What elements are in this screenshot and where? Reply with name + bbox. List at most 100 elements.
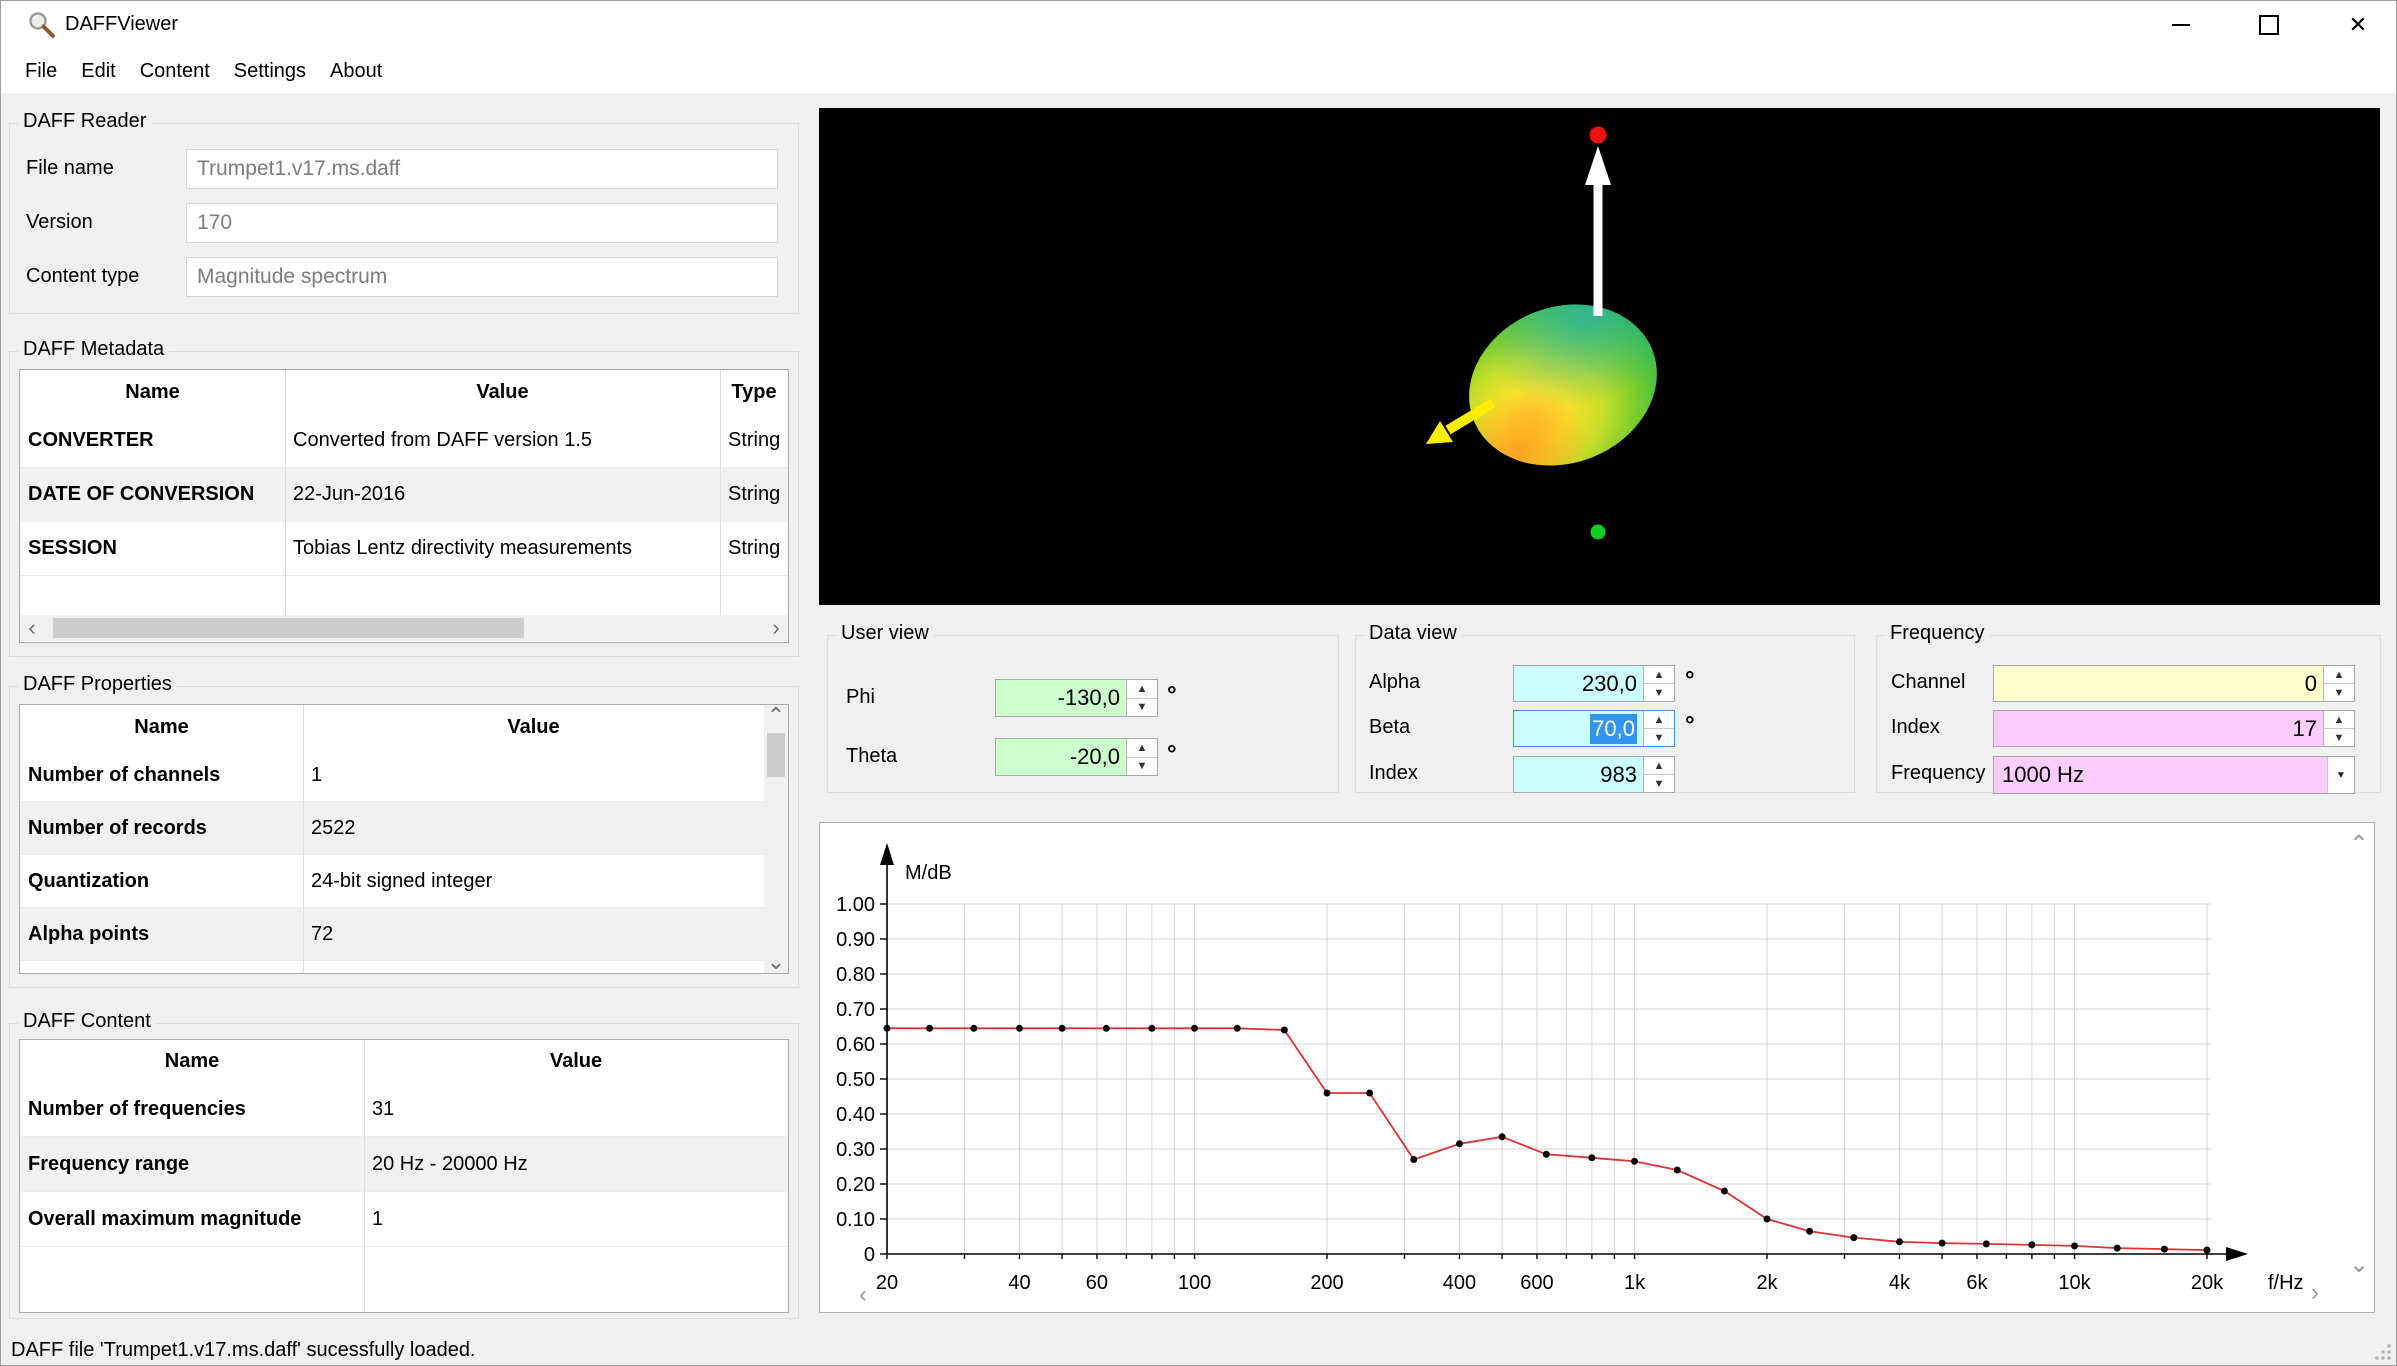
metadata-hscrollbar[interactable] (20, 615, 788, 641)
menu-settings[interactable]: Settings (233, 59, 307, 82)
table-row[interactable]: DATE OF CONVERSION 22-Jun-2016 String (20, 468, 788, 522)
phi-value[interactable]: -130,0 (1057, 685, 1120, 710)
daff-properties-title: DAFF Properties (18, 673, 177, 696)
table-row[interactable]: CONVERTER Converted from DAFF version 1.5… (20, 414, 788, 468)
chevron-down-icon[interactable] (2324, 684, 2354, 701)
table-cell: 72 (311, 922, 334, 945)
properties-table: Name Value Number of channels 1 Number of re… (19, 704, 789, 974)
chevron-up-icon[interactable] (1644, 711, 1674, 729)
directivity-balloon-plot (1426, 126, 1657, 540)
file-name-field[interactable]: Trumpet1.v17.ms.daff (186, 149, 778, 189)
version-field[interactable]: 170 (186, 203, 778, 243)
data-point (1323, 1089, 1331, 1097)
table-row[interactable]: Overall maximum magnitude 1 (20, 1192, 788, 1247)
chart-scroll-down-icon[interactable] (2346, 1251, 2372, 1277)
alpha-spin-buttons[interactable] (1643, 666, 1674, 701)
properties-vscroll-thumb[interactable] (767, 733, 785, 777)
dropdown-arrow-icon[interactable] (2327, 757, 2354, 793)
scroll-up-icon[interactable] (764, 705, 788, 727)
beta-value[interactable]: 70,0 (1514, 711, 1643, 746)
beta-spinbox[interactable]: 70,0 (1513, 710, 1675, 747)
table-row[interactable]: Quantization 24-bit signed integer (20, 855, 788, 908)
metadata-hscroll-thumb[interactable] (53, 618, 524, 638)
freq-index-spin-buttons[interactable] (2323, 711, 2354, 746)
data-index-value[interactable]: 983 (1600, 761, 1637, 787)
table-row[interactable]: Alpha points 72 (20, 908, 788, 961)
daff-content-title: DAFF Content (18, 1010, 156, 1033)
column-divider (364, 1040, 365, 1312)
y-tick-label: 1.00 (836, 894, 875, 916)
data-point (1191, 1024, 1198, 1032)
channel-spin-buttons[interactable] (2323, 666, 2354, 701)
chevron-down-icon[interactable] (1127, 757, 1157, 775)
data-point (1148, 1024, 1156, 1032)
scroll-left-icon[interactable] (20, 615, 44, 641)
table-cell: SESSION (28, 537, 117, 559)
x-tick-label: 40 (1008, 1272, 1030, 1294)
frequency-value[interactable]: 1000 Hz (2002, 762, 2084, 787)
scroll-down-icon[interactable] (764, 951, 788, 973)
x-axis-arrow-icon (2226, 1247, 2248, 1261)
frequency-combobox[interactable]: 1000 Hz (1993, 756, 2355, 794)
menu-edit[interactable]: Edit (81, 59, 116, 82)
table-header: Name Value Type (20, 370, 788, 414)
table-row[interactable]: Number of channels 1 (20, 749, 788, 802)
beta-spin-buttons[interactable] (1643, 711, 1674, 746)
menu-file[interactable]: File (25, 59, 58, 82)
chevron-up-icon[interactable] (1127, 739, 1157, 758)
chevron-down-icon[interactable] (1644, 729, 1674, 746)
chevron-down-icon[interactable] (2324, 729, 2354, 746)
chevron-up-icon[interactable] (2324, 666, 2354, 684)
y-axis-arrow-icon (880, 843, 894, 865)
chevron-down-icon[interactable] (1644, 775, 1674, 792)
freq-index-spinbox[interactable]: 17 (1993, 710, 2355, 747)
phi-spin-buttons[interactable] (1126, 680, 1157, 716)
directivity-3d-viewport[interactable] (819, 108, 2380, 605)
table-header-cell: Value (507, 715, 560, 738)
chevron-up-icon[interactable] (1644, 757, 1674, 775)
table-row[interactable]: Number of records 2522 (20, 802, 788, 855)
theta-spin-buttons[interactable] (1126, 739, 1157, 775)
alpha-value[interactable]: 230,0 (1581, 670, 1637, 696)
close-button[interactable]: ✕ (2323, 1, 2393, 49)
maximize-button[interactable] (2234, 1, 2304, 49)
chevron-up-icon[interactable] (1644, 666, 1674, 684)
channel-spinbox[interactable]: 0 (1993, 665, 2355, 702)
chevron-down-icon[interactable] (1644, 684, 1674, 701)
chevron-up-icon[interactable] (2324, 711, 2354, 729)
scroll-right-icon[interactable] (764, 615, 788, 641)
x-tick-label: 600 (1520, 1272, 1553, 1294)
y-tick-label: 0.30 (836, 1139, 875, 1161)
table-row[interactable]: SESSION Tobias Lentz directivity measurem… (20, 522, 788, 576)
data-point (1233, 1024, 1241, 1032)
resize-grip[interactable] (2374, 1343, 2392, 1361)
title-bar[interactable]: DAFFViewer ✕ (1, 1, 2396, 49)
theta-value[interactable]: -20,0 (1069, 744, 1120, 769)
table-row[interactable]: Number of frequencies 31 (20, 1082, 788, 1137)
chart-scroll-up-icon[interactable] (2346, 831, 2372, 857)
beta-selected-text[interactable]: 70,0 (1590, 713, 1637, 744)
data-point (1498, 1133, 1506, 1141)
theta-unit: ° (1167, 741, 1177, 768)
content-type-field[interactable]: Magnitude spectrum (186, 257, 778, 297)
menu-about[interactable]: About (330, 59, 383, 82)
alpha-spinbox[interactable]: 230,0 (1513, 665, 1675, 702)
data-index-spinbox[interactable]: 983 (1513, 756, 1675, 793)
properties-vscrollbar[interactable] (764, 705, 788, 973)
table-row[interactable]: Frequency range 20 Hz - 20000 Hz (20, 1137, 788, 1192)
phi-spinbox[interactable]: -130,0 (995, 679, 1158, 717)
data-point (2203, 1246, 2211, 1254)
freq-index-value[interactable]: 17 (2292, 715, 2317, 741)
data-point (1631, 1157, 1638, 1165)
chevron-up-icon[interactable] (1127, 680, 1157, 699)
channel-value[interactable]: 0 (2304, 670, 2317, 696)
chart-scroll-left-icon[interactable] (850, 1282, 876, 1308)
minimize-button[interactable] (2146, 1, 2216, 49)
menu-content[interactable]: Content (139, 59, 210, 82)
chart-scroll-right-icon[interactable] (2302, 1280, 2328, 1306)
theta-spinbox[interactable]: -20,0 (995, 738, 1158, 776)
chevron-down-icon[interactable] (1127, 698, 1157, 716)
data-index-spin-buttons[interactable] (1643, 757, 1674, 792)
y-tick-label: 0.60 (836, 1034, 875, 1056)
